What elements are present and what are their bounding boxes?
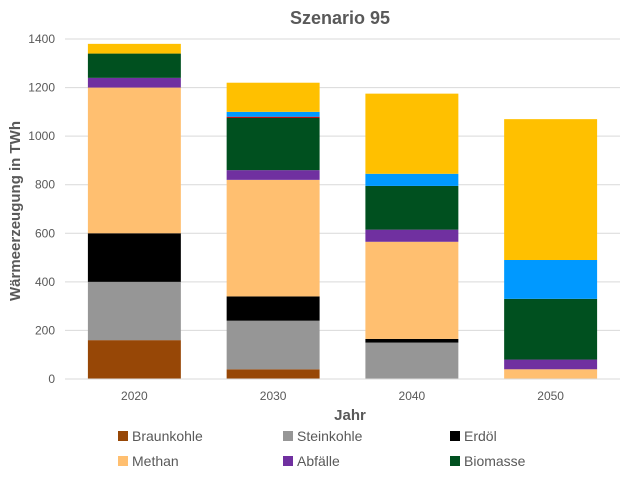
x-tick-labels: 2020 2030 2040 2050	[121, 389, 564, 403]
x-tick-label: 2020	[121, 389, 148, 403]
legend-swatch	[450, 456, 460, 466]
bar-segment-biomasse-2050	[504, 298, 598, 360]
bar-segment-steinkohle-2030	[226, 320, 320, 370]
legend: Braunkohle Steinkohle Erdöl Methan Abfälle Bi…	[118, 428, 526, 469]
bar-segment-methan-2040	[365, 241, 459, 339]
legend-swatch	[283, 456, 293, 466]
bar-segment-abfälle-2040	[365, 229, 459, 242]
y-tick-label: 1400	[28, 32, 55, 46]
legend-item-methan: Methan	[118, 453, 179, 469]
legend-label: Erdöl	[464, 428, 497, 444]
x-tick-label: 2050	[537, 389, 564, 403]
bar-segment-unlabeled-2030	[226, 116, 320, 118]
y-tick-label: 0	[48, 372, 55, 386]
legend-label: Biomasse	[464, 453, 526, 469]
bar-segment-abfälle-2050	[504, 359, 598, 370]
y-tick-label: 200	[35, 323, 55, 337]
y-tick-label: 1200	[28, 81, 55, 95]
legend-item-abfälle: Abfälle	[283, 453, 340, 469]
bar-segment-unlabeled-2050	[504, 260, 598, 299]
legend-label: Abfälle	[297, 453, 340, 469]
bar-segment-erdöl-2020	[87, 233, 181, 282]
bar-segment-abfälle-2020	[87, 77, 181, 88]
y-tick-label: 400	[35, 275, 55, 289]
legend-swatch	[118, 456, 128, 466]
bar-segment-steinkohle-2040	[365, 342, 459, 379]
bar-segment-unlabeled-2030	[226, 82, 320, 112]
bar-segment-methan-2030	[226, 179, 320, 297]
legend-label: Braunkohle	[132, 428, 203, 444]
bar-segment-unlabeled-2030	[226, 111, 320, 117]
legend-swatch	[450, 431, 460, 441]
bar-segment-unlabeled-2040	[365, 173, 459, 186]
x-tick-label: 2040	[399, 389, 426, 403]
bar-segment-biomasse-2040	[365, 185, 459, 230]
y-tick-labels: 0 200 400 600 800 1000 1200 1400	[28, 32, 55, 386]
x-tick-label: 2030	[260, 389, 287, 403]
bar-segment-braunkohle-2020	[87, 340, 181, 379]
legend-item-steinkohle: Steinkohle	[283, 428, 363, 444]
legend-item-braunkohle: Braunkohle	[118, 428, 203, 444]
legend-label: Methan	[132, 453, 179, 469]
y-tick-label: 600	[35, 226, 55, 240]
y-tick-label: 1000	[28, 129, 55, 143]
bars	[87, 43, 598, 379]
bar-segment-steinkohle-2020	[87, 281, 181, 341]
legend-item-biomasse: Biomasse	[450, 453, 526, 469]
legend-item-erdöl: Erdöl	[450, 428, 497, 444]
bar-segment-biomasse-2030	[226, 117, 320, 171]
bar-segment-erdöl-2040	[365, 338, 459, 343]
legend-label: Steinkohle	[297, 428, 363, 444]
y-axis-title: Wärmeerzeugung in TWh	[7, 121, 24, 301]
bar-segment-erdöl-2030	[226, 296, 320, 321]
bar-segment-unlabeled-2020	[87, 43, 181, 54]
bar-segment-methan-2050	[504, 369, 598, 379]
legend-swatch	[118, 431, 128, 441]
bar-segment-abfälle-2030	[226, 170, 320, 180]
x-axis-title: Jahr	[334, 407, 366, 424]
chart-title: Szenario 95	[290, 8, 390, 28]
bar-segment-unlabeled-2040	[365, 93, 459, 174]
legend-swatch	[283, 431, 293, 441]
y-tick-label: 800	[35, 178, 55, 192]
bar-segment-methan-2020	[87, 87, 181, 234]
bar-segment-unlabeled-2050	[504, 119, 598, 261]
bar-segment-braunkohle-2030	[226, 369, 320, 379]
bar-segment-biomasse-2020	[87, 53, 181, 78]
